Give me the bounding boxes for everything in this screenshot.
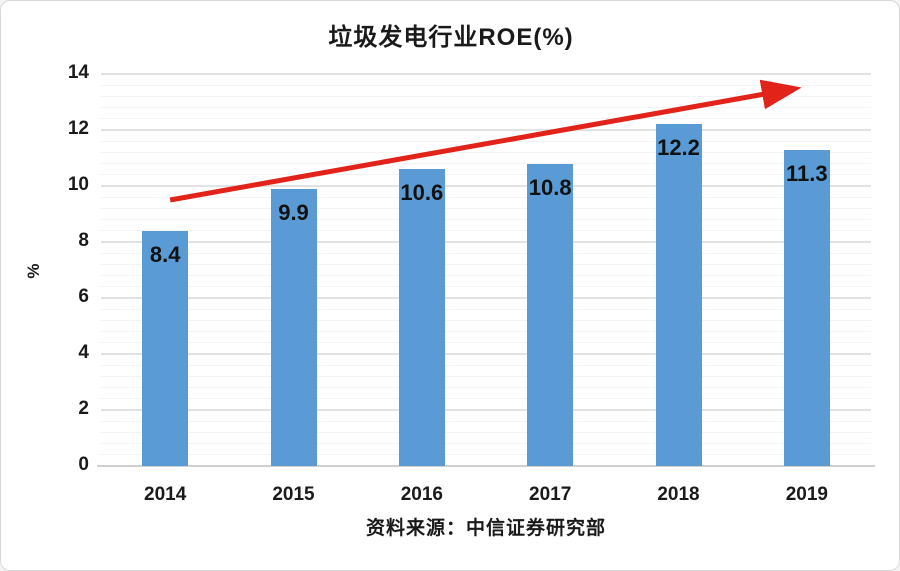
minor-gridline (101, 387, 871, 389)
x-tick-label: 2016 (400, 484, 443, 505)
minor-gridline (101, 219, 871, 221)
y-tick-label: 4 (78, 342, 89, 363)
minor-gridline (101, 308, 871, 310)
source-note: 资料来源：中信证券研究部 (365, 518, 606, 539)
y-tick-label: 10 (67, 174, 89, 195)
minor-gridline (101, 151, 871, 153)
y-tick-label: 8 (78, 230, 89, 251)
major-gridline (101, 185, 871, 187)
bar-value-label: 12.2 (657, 135, 700, 161)
y-tick-label: 12 (67, 118, 89, 139)
x-axis-line (97, 465, 875, 467)
x-tick-label: 2018 (657, 484, 700, 505)
major-gridline (101, 129, 871, 131)
minor-gridline (101, 84, 871, 86)
major-gridline (101, 297, 871, 299)
y-axis-title: % (24, 263, 43, 279)
bar-2018 (655, 124, 702, 466)
minor-gridline (101, 443, 871, 445)
x-tick-label: 2015 (272, 484, 315, 505)
minor-gridline (101, 364, 871, 366)
bar-2015 (270, 188, 317, 466)
minor-gridline (101, 174, 871, 176)
minor-gridline (101, 196, 871, 198)
minor-gridline (101, 398, 871, 400)
minor-gridline (101, 230, 871, 232)
minor-gridline (101, 286, 871, 288)
major-gridline (101, 409, 871, 411)
minor-gridline (101, 207, 871, 209)
minor-gridline (101, 95, 871, 97)
minor-gridline (101, 263, 871, 265)
minor-gridline (101, 140, 871, 142)
bar-value-label: 11.3 (786, 160, 828, 186)
y-tick-label: 14 (67, 62, 89, 83)
bar-2017 (527, 163, 574, 466)
major-gridline (101, 73, 871, 75)
chart-title: 垃圾发电行业ROE(%) (328, 24, 574, 51)
minor-gridline (101, 107, 871, 109)
minor-gridline (101, 319, 871, 321)
major-gridline (101, 241, 871, 243)
bar-2014 (142, 230, 189, 466)
y-tick-label: 0 (78, 454, 89, 475)
minor-gridline (101, 275, 871, 277)
y-tick-label: 6 (78, 286, 89, 307)
minor-gridline (101, 252, 871, 254)
minor-gridline (101, 375, 871, 377)
x-tick-label: 2014 (144, 484, 187, 505)
bar-value-label: 10.8 (528, 174, 572, 200)
major-gridline (101, 353, 871, 355)
minor-gridline (101, 118, 871, 120)
bar-2016 (398, 169, 445, 466)
minor-gridline (101, 331, 871, 333)
bar-value-label: 9.9 (278, 199, 309, 225)
bar-value-label: 10.6 (400, 180, 444, 206)
minor-gridline (101, 163, 871, 165)
x-tick-label: 2019 (785, 484, 828, 505)
minor-gridline (101, 431, 871, 433)
minor-gridline (101, 420, 871, 422)
minor-gridline (101, 342, 871, 344)
minor-gridline (101, 454, 871, 456)
x-tick-label: 2017 (529, 484, 572, 505)
y-tick-label: 2 (78, 398, 89, 419)
bar-2019 (783, 149, 830, 466)
bar-value-label: 8.4 (149, 241, 181, 267)
